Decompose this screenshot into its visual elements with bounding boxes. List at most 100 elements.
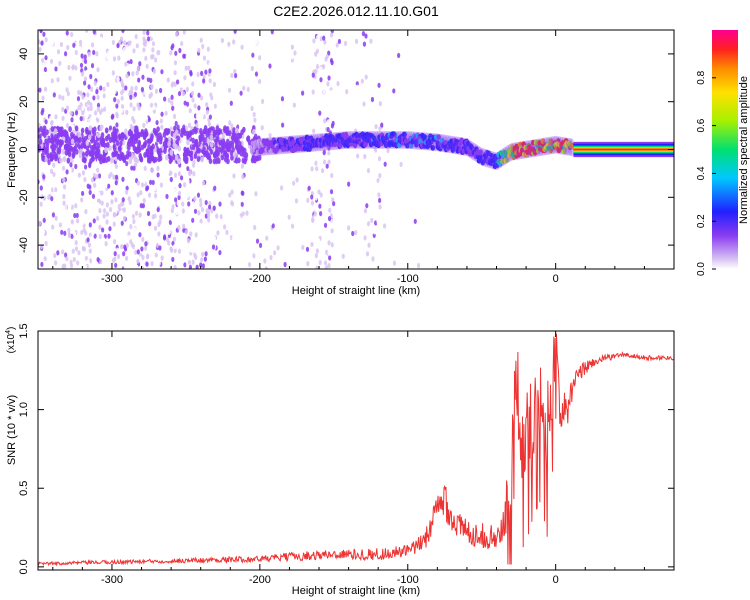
spectrogram-noise-speckle bbox=[343, 40, 348, 47]
snr-background bbox=[38, 331, 674, 570]
spectrogram-noise-band bbox=[68, 126, 72, 133]
spectrogram-noise-speckle bbox=[98, 224, 102, 230]
spectrogram-noise-speckle bbox=[87, 84, 91, 90]
spectrogram-noise-speckle bbox=[246, 86, 250, 92]
spectrogram-noise-speckle bbox=[316, 237, 321, 244]
spectrogram-noise-speckle bbox=[90, 42, 95, 48]
spectrogram-noise-band bbox=[207, 154, 212, 161]
spectrogram-y-label: Frequency (Hz) bbox=[6, 112, 18, 188]
spectrogram-noise-speckle bbox=[49, 58, 54, 64]
spectrogram-noise-speckle bbox=[66, 44, 70, 51]
spectrogram-noise-speckle bbox=[193, 196, 197, 202]
spectrogram-noise-speckle bbox=[153, 225, 158, 231]
spectrogram-noise-speckle bbox=[102, 213, 106, 219]
spectrogram-noise-speckle bbox=[88, 222, 92, 228]
spectrogram-noise-speckle bbox=[154, 44, 158, 51]
spectrogram-noise-speckle bbox=[77, 250, 81, 256]
spectrogram-noise-speckle bbox=[329, 89, 334, 95]
spectrogram-noise-speckle bbox=[188, 108, 192, 114]
spectrogram-noise-speckle bbox=[104, 183, 108, 189]
spectrogram-noise-speckle bbox=[47, 233, 51, 239]
spectrogram-noise-speckle bbox=[191, 217, 195, 223]
spectrogram-noise-speckle bbox=[51, 40, 55, 46]
spectrogram-noise-speckle bbox=[310, 166, 314, 172]
spectrogram-noise-speckle bbox=[324, 265, 329, 269]
spectrogram-noise-speckle bbox=[315, 265, 319, 269]
spectrogram-noise-speckle bbox=[326, 81, 330, 87]
spectrogram-noise-speckle bbox=[215, 213, 219, 219]
spectrogram-noise-speckle bbox=[67, 232, 72, 239]
spectrogram-noise-speckle bbox=[54, 114, 58, 120]
spectrogram-noise-speckle bbox=[62, 184, 67, 190]
spectrogram-noise-speckle bbox=[200, 70, 204, 76]
spectrogram-noise-speckle bbox=[378, 180, 382, 186]
spectrogram-noise-speckle bbox=[225, 84, 229, 90]
spectrogram-noise-speckle bbox=[318, 203, 322, 209]
spectrogram-noise-speckle bbox=[181, 201, 185, 207]
spectrogram-noise-speckle bbox=[111, 166, 115, 172]
spectrogram-noise-speckle bbox=[202, 78, 206, 84]
spectrogram-noise-speckle bbox=[102, 208, 107, 214]
spectrogram-noise-speckle bbox=[120, 95, 124, 101]
spectrogram-noise-speckle bbox=[208, 30, 213, 34]
spectrogram-noise-speckle bbox=[323, 118, 327, 124]
spectrogram-noise-speckle bbox=[202, 185, 206, 191]
spectrogram-noise-speckle bbox=[80, 229, 84, 235]
spectrogram-noise-speckle bbox=[174, 76, 178, 82]
spectrogram-noise-speckle bbox=[167, 112, 171, 118]
spectrogram-noise-speckle bbox=[245, 202, 249, 208]
spectrogram-noise-speckle bbox=[349, 116, 353, 122]
spectrogram-noise-speckle bbox=[196, 167, 200, 173]
spectrogram-noise-speckle bbox=[70, 219, 74, 225]
spectrogram-noise-speckle bbox=[218, 249, 222, 256]
spectrogram-noise-speckle bbox=[160, 77, 164, 83]
spectrogram-noise-speckle bbox=[123, 263, 127, 269]
spectrogram-noise-speckle bbox=[274, 102, 278, 108]
spectrogram-noise-speckle bbox=[327, 75, 331, 81]
spectrogram-noise-speckle bbox=[251, 52, 255, 58]
spectrogram-noise-speckle bbox=[74, 246, 79, 252]
spectrogram-noise-speckle bbox=[215, 188, 220, 195]
spectrogram-noise-speckle bbox=[311, 89, 315, 95]
spectrogram-noise-speckle bbox=[144, 245, 148, 251]
spectrogram-noise-band bbox=[39, 126, 43, 133]
spectrogram-noise-speckle bbox=[54, 66, 58, 72]
spectrogram-noise-speckle bbox=[212, 81, 217, 88]
snr-multiplier-base: (x10 bbox=[6, 333, 17, 353]
spectrogram-noise-band bbox=[63, 144, 68, 151]
spectrogram-noise-speckle bbox=[286, 46, 291, 52]
spectrogram-noise-speckle bbox=[96, 106, 100, 112]
spectrogram-noise-speckle bbox=[160, 69, 164, 75]
spectrogram-noise-speckle bbox=[99, 36, 103, 42]
spectrogram-noise-speckle bbox=[298, 81, 302, 87]
spectrogram-noise-band bbox=[96, 132, 101, 139]
spectrogram-noise-speckle bbox=[140, 246, 144, 252]
spectrogram-noise-speckle bbox=[86, 258, 90, 265]
spectrogram-noise-band bbox=[216, 157, 221, 164]
spectrogram-noise-band bbox=[223, 156, 228, 163]
spectrogram-noise-speckle bbox=[177, 194, 181, 201]
spectrogram-noise-speckle bbox=[69, 259, 73, 265]
spectrogram-noise-speckle bbox=[152, 120, 156, 127]
spectrogram-noise-speckle bbox=[137, 77, 141, 83]
spectrogram-noise-speckle bbox=[69, 86, 73, 92]
spectrogram-noise-band bbox=[80, 142, 84, 149]
spectrogram-noise-speckle bbox=[43, 66, 48, 73]
spectrogram-noise-speckle bbox=[90, 177, 94, 183]
spectrogram-noise-speckle bbox=[96, 201, 100, 208]
spectrogram-noise-speckle bbox=[132, 218, 136, 225]
spectrogram-noise-speckle bbox=[44, 86, 48, 92]
spectrogram-noise-band bbox=[93, 126, 97, 133]
spectrogram-noise-speckle bbox=[175, 209, 179, 216]
spectrogram-noise-speckle bbox=[420, 109, 425, 115]
spectrogram-noise-speckle bbox=[172, 187, 176, 193]
spectrogram-noise-speckle bbox=[263, 258, 267, 264]
spectrogram-noise-speckle bbox=[200, 257, 204, 263]
spectrogram-noise-speckle bbox=[145, 186, 149, 192]
spectrogram-ridge-cell bbox=[345, 142, 351, 149]
spectrogram-noise-speckle bbox=[79, 116, 83, 122]
spectrogram-noise-speckle bbox=[161, 206, 165, 212]
spectrogram-noise-speckle bbox=[327, 215, 332, 222]
spectrogram-noise-speckle bbox=[38, 81, 41, 87]
